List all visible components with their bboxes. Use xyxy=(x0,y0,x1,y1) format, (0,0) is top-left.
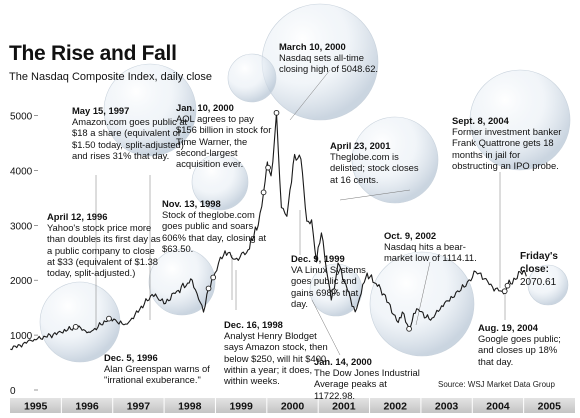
y-tick-label: 2000 xyxy=(10,276,33,287)
event-markers xyxy=(72,109,511,332)
x-tick-label: 1997 xyxy=(127,401,151,413)
x-axis-band xyxy=(10,398,575,413)
bubble-decoration xyxy=(369,251,475,357)
annotation-leader xyxy=(415,261,431,326)
bubble-decorations xyxy=(39,3,571,363)
chart-subtitle: The Nasdaq Composite Index, daily close xyxy=(9,71,212,83)
chart-title: The Rise and Fall xyxy=(9,42,177,65)
event-marker xyxy=(501,288,508,295)
y-tick-label: 5000 xyxy=(10,111,33,122)
event-marker xyxy=(72,324,79,330)
bubble-decoration xyxy=(469,69,571,171)
event-marker xyxy=(205,285,212,292)
annotation-quattrone: Sept. 8, 2004 Former investment banker Fr… xyxy=(452,115,562,171)
annotation-leader xyxy=(339,189,411,201)
y-tick-label: 1000 xyxy=(10,331,33,342)
x-tick-label: 2003 xyxy=(435,401,459,413)
x-tick-label: 2001 xyxy=(332,401,356,413)
x-tick-label: 2004 xyxy=(486,401,510,413)
friday-close-label: Friday's close: 2070.61 xyxy=(520,251,558,288)
annotation-bear-market-low: Oct. 9, 2002 Nasdaq hits a bear-market lo… xyxy=(384,230,477,264)
event-marker xyxy=(106,315,112,322)
bubble-decoration xyxy=(39,281,121,363)
source-credit: Source: WSJ Market Data Group xyxy=(438,380,555,389)
annotation-yahoo-ipo: April 12, 1996 Yahoo's stock price more t… xyxy=(47,211,161,279)
event-marker xyxy=(504,282,511,289)
bubble-decoration xyxy=(227,53,277,103)
bubble-decoration xyxy=(351,116,439,204)
annotation-nasdaq-peak: March 10, 2000 Nasdaq sets all-time closi… xyxy=(279,41,379,75)
annotation-leaders xyxy=(95,69,506,356)
bubble-decoration xyxy=(191,153,249,211)
annotation-leader xyxy=(311,299,341,356)
event-marker xyxy=(406,325,412,332)
event-marker xyxy=(260,189,267,196)
annotation-aol-time-warner: Jan. 10, 2000 AOL agrees to pay $156 bill… xyxy=(176,102,272,170)
annotation-leader xyxy=(289,69,331,121)
x-tick-label: 1996 xyxy=(75,401,99,413)
x-tick-label: 1998 xyxy=(178,401,202,413)
x-tick-label: 1995 xyxy=(24,401,48,413)
x-tick-label: 1999 xyxy=(229,401,253,413)
annotation-google-ipo: Aug. 19, 2004 Google goes public; and clo… xyxy=(478,322,561,367)
y-axis: 0 1000 2000 3000 4000 5000 xyxy=(10,111,38,397)
y-tick-label: 3000 xyxy=(10,221,33,232)
annotation-amazon-ipo: May 15, 1997 Amazon.com goes public at $1… xyxy=(72,105,188,161)
bubble-decoration xyxy=(527,264,569,306)
event-marker xyxy=(210,274,217,281)
x-axis: 1995 1996 1997 1998 1999 2000 2001 2002 2003 2004… xyxy=(10,398,575,413)
annotation-dow-peak: Jan. 14, 2000 The Dow Jones Industrial Av… xyxy=(314,356,420,401)
series-line xyxy=(10,112,527,351)
annotation-blodget: Dec. 16, 1998 Analyst Henry Blodget says … xyxy=(224,319,328,387)
plot-area xyxy=(10,112,527,351)
y-tick-label: 4000 xyxy=(10,166,33,177)
event-marker xyxy=(265,164,271,171)
x-tick-label: 2005 xyxy=(538,401,562,413)
bubble-decoration xyxy=(103,63,197,157)
annotation-va-linux: Dec. 9, 1999 VA Linux Systems goes public… xyxy=(291,253,366,309)
event-marker xyxy=(331,288,337,295)
x-tick-label: 2002 xyxy=(384,401,408,413)
annotation-theglobe-delisted: April 23, 2001 Theglobe.com is delisted; … xyxy=(330,140,419,185)
annotation-theglobe-ipo: Nov. 13, 1998 Stock of theglobe.com goes … xyxy=(162,198,267,254)
event-marker xyxy=(273,109,280,116)
annotation-greenspan: Dec. 5, 1996 Alan Greenspan warns of "irr… xyxy=(104,352,210,386)
y-tick-label: 0 xyxy=(10,386,16,397)
x-tick-label: 2000 xyxy=(281,401,305,413)
